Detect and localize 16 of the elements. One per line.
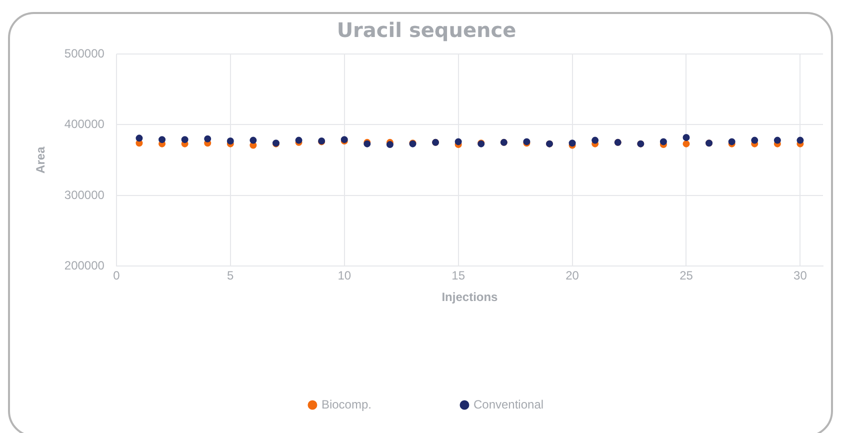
y-tick-label: 400000 [64, 117, 105, 132]
legend-label: Biocomp. [321, 397, 372, 412]
x-tick-label: 15 [452, 268, 466, 283]
x-tick-label: 5 [227, 268, 234, 283]
y-tick-label: 200000 [64, 258, 105, 273]
x-tick-label: 25 [680, 268, 694, 283]
y-tick-label: 300000 [64, 188, 105, 202]
x-tick-label: 10 [338, 268, 352, 283]
y-tick-label: 500000 [64, 46, 105, 60]
x-tick-label: 30 [794, 268, 808, 283]
x-axis-title: Injections [442, 290, 498, 304]
chart-title: Uracil sequence [336, 18, 516, 42]
y-axis-title: Area [34, 146, 48, 174]
x-tick-label: 0 [113, 268, 120, 283]
x-tick-label: 20 [566, 268, 580, 283]
legend-label: Conventional [473, 397, 544, 412]
